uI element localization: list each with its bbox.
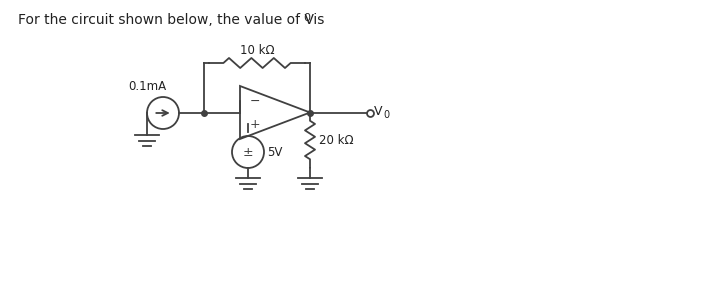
Text: 10 kΩ: 10 kΩ bbox=[239, 44, 275, 57]
Text: 0.1mA: 0.1mA bbox=[128, 80, 166, 93]
Text: −: − bbox=[250, 94, 260, 108]
Text: 0: 0 bbox=[383, 110, 389, 119]
Text: For the circuit shown below, the value of V: For the circuit shown below, the value o… bbox=[18, 13, 314, 27]
Text: 0: 0 bbox=[303, 13, 310, 23]
Text: V: V bbox=[374, 105, 382, 118]
Text: ±: ± bbox=[243, 146, 253, 158]
Text: 20 kΩ: 20 kΩ bbox=[319, 133, 353, 146]
Text: 5V: 5V bbox=[267, 146, 282, 158]
Text: +: + bbox=[250, 117, 260, 130]
Text: is: is bbox=[309, 13, 325, 27]
